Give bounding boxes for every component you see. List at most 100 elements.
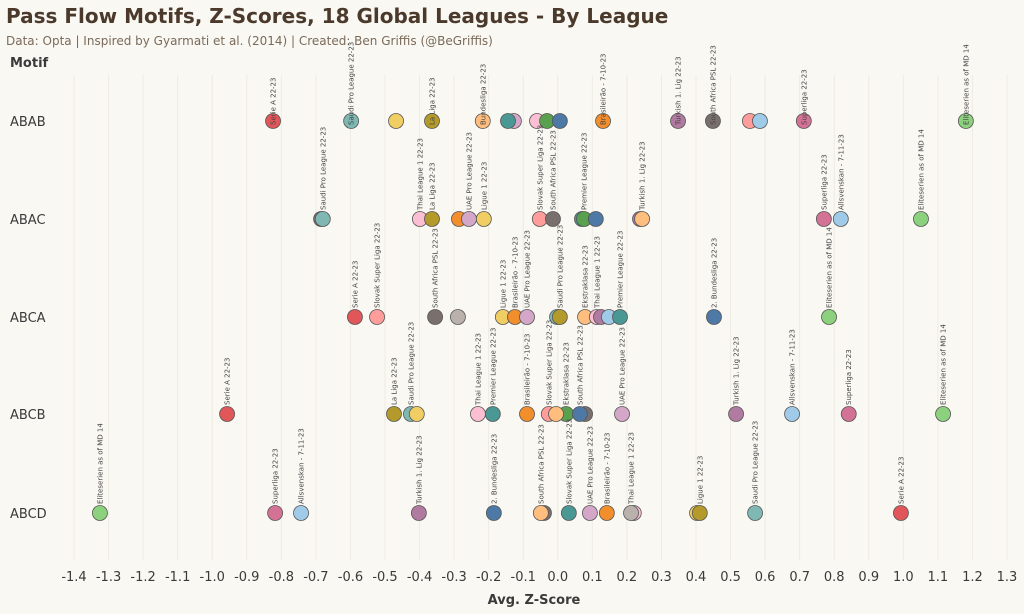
data-point[interactable] — [821, 309, 837, 325]
point-label: Turkish 1. Lig 22-23 — [639, 141, 647, 211]
data-point[interactable] — [670, 113, 686, 129]
data-point[interactable] — [691, 505, 708, 521]
data-point[interactable] — [551, 113, 568, 129]
data-point[interactable] — [408, 406, 425, 422]
data-point[interactable] — [913, 211, 929, 227]
x-tick-label: 0.3 — [651, 570, 672, 585]
data-point[interactable] — [893, 505, 909, 521]
point-label: Superliga 22-23 — [845, 349, 853, 405]
point-label: South Africa PSL 22-23 — [537, 424, 545, 504]
point-label: Premier League 22-23 — [581, 133, 589, 210]
data-point[interactable] — [92, 505, 108, 521]
point-label: Allsvenskan - 7-11-23 — [837, 134, 845, 210]
data-point[interactable] — [598, 505, 615, 521]
x-tick-label: 0.0 — [547, 570, 568, 585]
point-label: Slovak Super Liga 22-23 — [374, 223, 382, 308]
data-point[interactable] — [551, 309, 568, 325]
motif-row-abcb: ABCB Serie A 22-23 La Liga 22-23 Saudi Pro … — [10, 320, 951, 423]
x-tick-label: -0.6 — [338, 570, 363, 585]
data-point[interactable] — [832, 211, 849, 227]
data-point[interactable] — [474, 113, 491, 129]
data-point[interactable] — [612, 309, 628, 325]
data-point[interactable] — [747, 505, 763, 521]
data-point[interactable] — [752, 113, 768, 129]
x-tick-label: 0.7 — [789, 570, 810, 585]
data-point[interactable] — [548, 406, 564, 422]
data-point[interactable] — [484, 406, 501, 422]
data-point[interactable] — [634, 211, 650, 227]
x-tick-label: 0.6 — [755, 570, 776, 585]
data-point[interactable] — [957, 113, 974, 129]
data-point[interactable] — [347, 309, 363, 325]
data-point[interactable] — [560, 505, 577, 521]
data-point[interactable] — [795, 113, 812, 129]
point-label: Ekstraklasa 22-23 — [563, 342, 571, 405]
point-label: Ekstraklasa 22-23 — [582, 245, 590, 308]
point-label: UAE Pro League 22-23 — [619, 327, 627, 405]
data-point[interactable] — [293, 505, 309, 521]
point-label: Ligue 1 22-23 — [696, 456, 704, 504]
data-point[interactable] — [388, 113, 404, 129]
point-label: UAE Pro League 22-23 — [465, 132, 473, 210]
x-tick-label: -0.4 — [407, 570, 432, 585]
data-point[interactable] — [519, 309, 535, 325]
x-axis-title: Avg. Z-Score — [488, 593, 581, 608]
data-point[interactable] — [587, 211, 604, 227]
data-point[interactable] — [461, 211, 477, 227]
data-point[interactable] — [343, 113, 360, 129]
data-point[interactable] — [427, 309, 444, 325]
point-label: Superliga 22-23 — [800, 69, 808, 125]
data-point[interactable] — [265, 113, 281, 129]
data-point[interactable] — [386, 406, 402, 422]
data-point[interactable] — [545, 211, 561, 227]
data-point[interactable] — [595, 113, 611, 129]
point-label: Superliga 22-23 — [820, 154, 828, 210]
x-tick-label: 0.5 — [720, 570, 741, 585]
data-point[interactable] — [582, 505, 598, 521]
data-point[interactable] — [450, 309, 466, 325]
data-point[interactable] — [815, 211, 832, 227]
data-point[interactable] — [267, 505, 284, 521]
data-point[interactable] — [369, 309, 385, 325]
x-tick-label: 0.2 — [617, 570, 638, 585]
data-point[interactable] — [784, 406, 800, 422]
data-point[interactable] — [623, 505, 639, 521]
x-tick-label: 1.1 — [928, 570, 949, 585]
row-label: ABCD — [10, 507, 47, 522]
data-point[interactable] — [519, 406, 535, 422]
data-point[interactable] — [314, 211, 331, 227]
point-label: Premier League 22-23 — [616, 231, 624, 308]
point-label: Serie A 22-23 — [351, 261, 359, 308]
data-point[interactable] — [424, 211, 440, 227]
point-label: 2. Bundesliga 22-23 — [490, 434, 498, 504]
data-point[interactable] — [424, 113, 440, 129]
point-label: Brasileirão - 7-10-23 — [603, 432, 611, 504]
data-point[interactable] — [706, 309, 722, 325]
point-label: Serie A 22-23 — [270, 78, 278, 125]
data-point[interactable] — [935, 406, 951, 422]
data-point[interactable] — [410, 505, 427, 521]
x-tick-label: 0.9 — [858, 570, 879, 585]
data-point[interactable] — [532, 505, 549, 521]
point-label: Bundesliga 22-23 — [479, 64, 487, 125]
data-point[interactable] — [728, 406, 744, 422]
x-tick-label: -0.9 — [234, 570, 259, 585]
data-point[interactable] — [500, 113, 516, 129]
data-point[interactable] — [840, 406, 857, 422]
x-tick-label: -0.3 — [441, 570, 466, 585]
x-tick-label: -1.2 — [130, 570, 155, 585]
data-point[interactable] — [571, 406, 588, 422]
data-point[interactable] — [614, 406, 630, 422]
point-label: UAE Pro League 22-23 — [586, 426, 594, 504]
point-label: Slovak Super Liga 22-23 — [565, 419, 573, 504]
data-point[interactable] — [485, 505, 502, 521]
point-label: La Liga 22-23 — [428, 77, 436, 125]
data-point[interactable] — [705, 113, 721, 129]
point-label: Saudi Pro League 22-23 — [556, 225, 564, 308]
data-point[interactable] — [470, 406, 486, 422]
point-label: Eliteserien as of MD 14 — [917, 129, 925, 210]
x-tick-label: -1.0 — [200, 570, 225, 585]
data-point[interactable] — [475, 211, 492, 227]
data-point[interactable] — [219, 406, 235, 422]
point-label: Allsvenskan - 7-11-23 — [789, 329, 797, 405]
